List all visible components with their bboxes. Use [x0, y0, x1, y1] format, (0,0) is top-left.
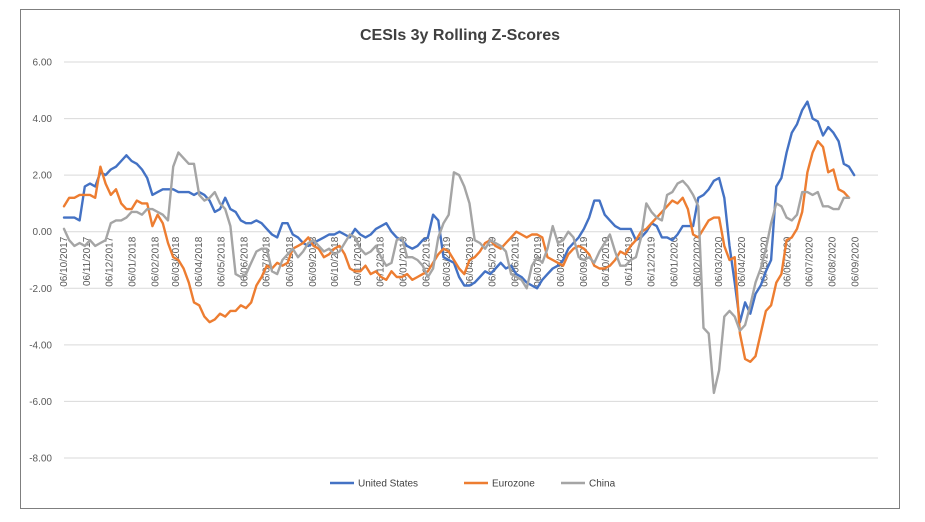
y-tick-label: 0.00: [33, 227, 53, 238]
y-tick-label: 6.00: [33, 58, 53, 69]
chart-area: [20, 9, 900, 509]
x-tick-label: 06/04/2018: [194, 236, 205, 286]
x-tick-label: 06/04/2019: [465, 236, 476, 286]
x-tick-label: 06/08/2020: [828, 236, 839, 286]
x-tick-label: 06/11/2017: [82, 236, 93, 286]
x-tick-label: 06/10/2018: [330, 236, 341, 286]
x-tick-label: 06/10/2019: [601, 236, 612, 286]
series-line-china: [62, 151, 851, 395]
x-tick-label: 06/05/2020: [759, 236, 770, 286]
x-tick-label: 06/02/2019: [421, 236, 432, 286]
x-axis-labels: 06/10/2017 06/11/2017 06/12/2017 06/01/2018…: [59, 236, 862, 286]
x-tick-label: 06/08/2018: [285, 236, 296, 286]
x-tick-label: 06/05/2018: [216, 236, 227, 286]
x-tick-label: 06/12/2017: [104, 236, 115, 286]
series-line-united-states: [62, 100, 856, 324]
x-tick-label: 06/10/2017: [59, 236, 70, 286]
y-tick-label: -2.00: [29, 284, 52, 295]
chart-title: CESIs 3y Rolling Z-Scores: [360, 27, 560, 44]
legend-label: China: [589, 479, 616, 490]
x-tick-label: 06/01/2020: [670, 236, 681, 286]
x-tick-label: 06/07/2020: [805, 236, 816, 286]
x-tick-label: 06/05/2019: [488, 236, 499, 286]
x-tick-label: 06/03/2020: [714, 236, 725, 286]
x-tick-label: 06/06/2020: [782, 236, 793, 286]
x-tick-label: 06/03/2019: [442, 236, 453, 286]
x-tick-label: 06/12/2018: [375, 236, 386, 286]
series-line-eurozone: [62, 139, 851, 363]
y-tick-label: -4.00: [29, 340, 52, 351]
x-tick-label: 06/01/2019: [398, 236, 409, 286]
y-tick-label: 4.00: [33, 114, 53, 125]
x-tick-label: 06/07/2019: [533, 236, 544, 286]
series-lines: [62, 100, 856, 395]
y-tick-label: -8.00: [29, 454, 52, 465]
x-tick-label: 06/07/2018: [262, 236, 273, 286]
x-tick-label: 06/09/2018: [308, 236, 319, 286]
y-tick-label: 2.00: [33, 171, 53, 182]
x-tick-label: 06/09/2020: [851, 236, 862, 286]
y-tick-label: -6.00: [29, 397, 52, 408]
x-tick-label: 06/09/2019: [579, 236, 590, 286]
x-tick-label: 06/11/2018: [353, 236, 364, 286]
x-tick-label: 06/01/2018: [127, 236, 138, 286]
legend-label: United States: [358, 479, 418, 490]
y-axis-labels: 6.00 4.00 2.00 0.00 -2.00 -4.00 -6.00 -8.00: [29, 58, 52, 465]
x-tick-label: 06/12/2019: [646, 236, 657, 286]
x-tick-label: 06/02/2018: [150, 236, 161, 286]
x-tick-label: 06/06/2019: [511, 236, 522, 286]
x-tick-label: 06/02/2020: [693, 236, 704, 286]
x-tick-label: 06/04/2020: [737, 236, 748, 286]
legend-label: Eurozone: [492, 479, 535, 490]
x-tick-label: 06/06/2018: [239, 236, 250, 286]
legend: United States Eurozone China: [330, 479, 616, 490]
x-tick-label: 06/03/2018: [171, 236, 182, 286]
